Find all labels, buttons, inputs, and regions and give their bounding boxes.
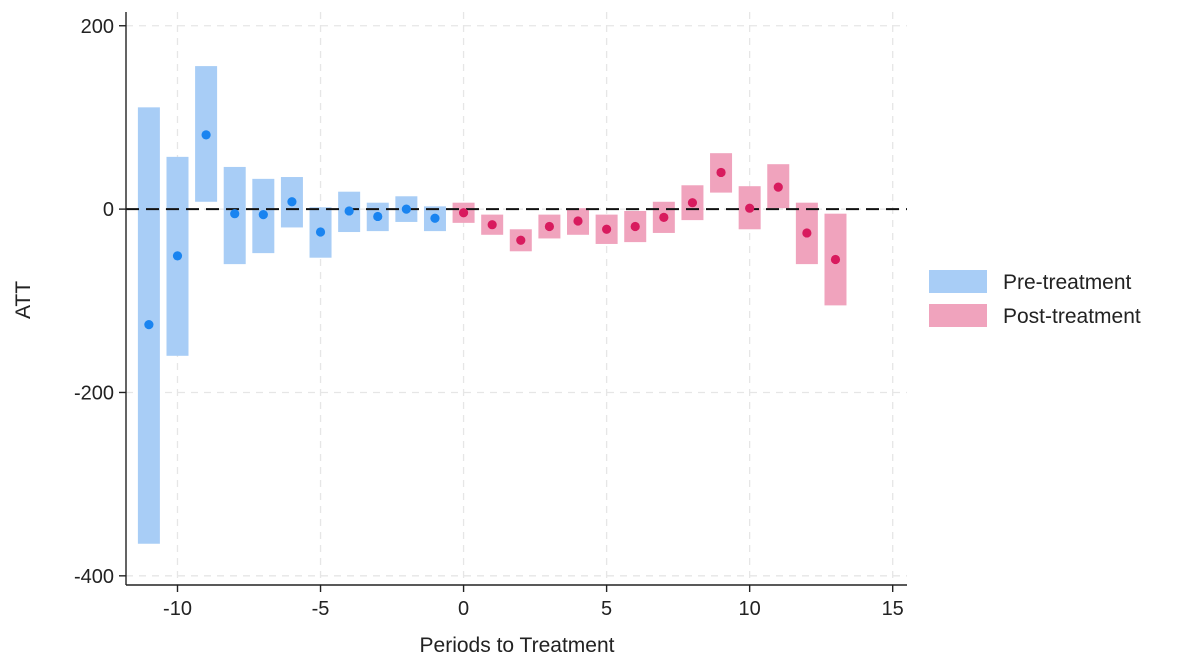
axes-layer: 200 0 -200 -400 -10 -5 0 5 10 15 xyxy=(74,12,907,620)
pre-treatment-point xyxy=(373,211,383,222)
pre-treatment-legend-swatch xyxy=(929,270,987,293)
pre-treatment-legend-label: Pre-treatment xyxy=(1003,271,1132,294)
post-treatment-point xyxy=(773,182,783,192)
post-treatment-point xyxy=(516,235,526,245)
pre-treatment-point xyxy=(315,227,326,237)
post-treatment-point xyxy=(745,203,755,213)
pre-treatment-point xyxy=(401,204,411,214)
post-treatment-legend-label: Post-treatment xyxy=(1003,305,1141,328)
pre-treatment-point xyxy=(287,197,297,207)
x-tick-label: 5 xyxy=(601,598,612,620)
post-treatment-point xyxy=(687,198,698,208)
x-tick-label: -10 xyxy=(163,598,192,620)
post-treatment-point xyxy=(802,228,812,238)
pre-treatment-point xyxy=(144,320,154,330)
points-layer xyxy=(144,130,841,330)
pre-treatment-point xyxy=(430,213,440,223)
y-tick-label: -400 xyxy=(74,566,114,588)
y-tick-label: -200 xyxy=(74,382,114,404)
x-tick-label: 15 xyxy=(882,598,904,620)
legend: Pre-treatment Post-treatment xyxy=(929,270,1141,328)
post-treatment-point xyxy=(487,220,497,230)
post-treatment-point xyxy=(659,212,669,222)
x-axis-title: Periods to Treatment xyxy=(420,634,615,657)
post-treatment-point xyxy=(830,254,841,265)
pre-treatment-point xyxy=(258,210,268,220)
x-tick-label: 0 xyxy=(458,598,469,620)
post-treatment-point xyxy=(716,167,726,178)
pre-treatment-point xyxy=(201,130,211,140)
post-treatment-point xyxy=(602,224,612,234)
grid-layer xyxy=(126,12,907,585)
x-tick-label: -5 xyxy=(312,598,330,620)
y-axis-title: ATT xyxy=(12,281,35,319)
post-treatment-point xyxy=(544,221,554,232)
x-tick-label: 10 xyxy=(739,598,761,620)
y-tick-label: 200 xyxy=(81,16,114,38)
y-tick-label: 0 xyxy=(103,199,114,221)
bars-layer xyxy=(137,66,847,544)
post-treatment-point xyxy=(458,208,469,218)
post-treatment-point xyxy=(573,216,583,226)
post-treatment-legend-swatch xyxy=(929,304,987,327)
pre-treatment-point xyxy=(230,209,240,219)
pre-treatment-point xyxy=(344,206,354,216)
post-treatment-point xyxy=(630,221,640,232)
pre-treatment-point xyxy=(172,251,183,261)
